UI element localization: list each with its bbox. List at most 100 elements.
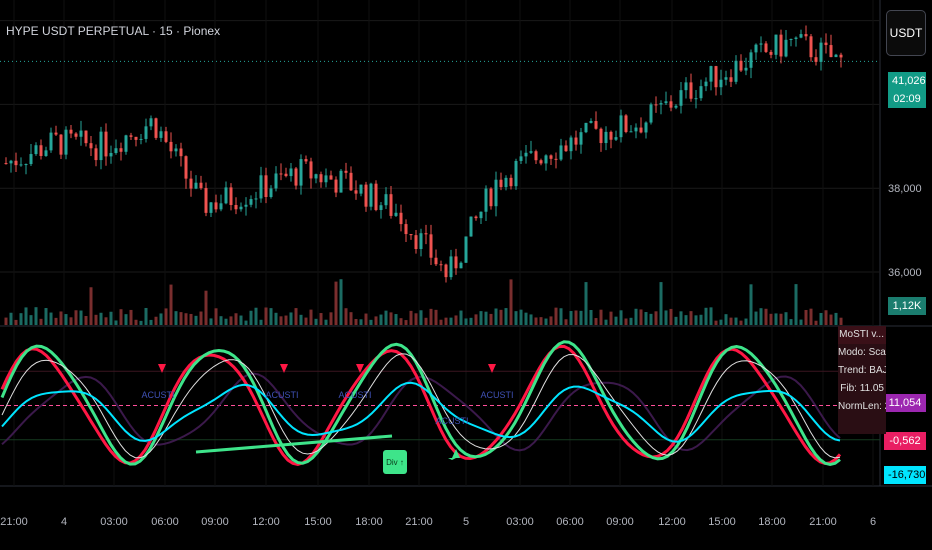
candle <box>494 179 498 207</box>
time-axis-label: 18:00 <box>758 516 786 528</box>
volume-bar <box>539 317 543 325</box>
volume-bar <box>74 310 78 325</box>
volume-bar <box>769 313 773 325</box>
volume-bar <box>179 312 183 325</box>
volume-bar <box>174 311 178 325</box>
candle <box>139 138 143 140</box>
candle <box>279 173 283 175</box>
candle <box>814 57 818 62</box>
candle <box>169 141 173 152</box>
volume-bar <box>399 318 403 325</box>
candle <box>59 134 63 155</box>
time-axis-label: 03:00 <box>100 516 128 528</box>
buy-marker <box>452 449 460 458</box>
volume-bar <box>779 313 783 325</box>
volume-bar <box>364 313 368 325</box>
candle <box>794 37 798 39</box>
volume-bar <box>79 310 83 325</box>
volume-bar <box>384 310 388 325</box>
candle <box>79 130 83 137</box>
candle <box>774 34 778 55</box>
volume-bar <box>789 319 793 325</box>
time-axis-label: 09:00 <box>201 516 229 528</box>
volume-bar <box>569 311 573 325</box>
candle <box>259 175 263 199</box>
volume-bar <box>269 308 273 325</box>
volume-bar <box>824 310 828 325</box>
candle <box>744 67 748 71</box>
candle <box>604 131 608 144</box>
candle <box>379 205 383 211</box>
volume-bar <box>334 281 338 325</box>
candle <box>349 172 353 191</box>
fast-line <box>0 340 841 467</box>
candle <box>319 174 323 183</box>
volume-bar <box>549 316 553 325</box>
volume-bar <box>599 309 603 325</box>
candle <box>224 187 228 204</box>
volume-bar <box>409 310 413 325</box>
candle <box>614 137 618 140</box>
candle <box>29 154 33 165</box>
volume-bar <box>609 311 613 325</box>
candle <box>234 204 238 210</box>
currency-button[interactable]: USDT <box>886 10 926 56</box>
candle <box>564 145 568 152</box>
volume-bar <box>139 320 143 325</box>
volume-bar <box>644 312 648 325</box>
time-axis-label: 21:00 <box>0 516 28 528</box>
volume-bar <box>559 308 563 325</box>
candle <box>629 131 633 133</box>
candle <box>574 137 578 145</box>
volume-bar <box>199 311 203 325</box>
candle <box>579 132 583 145</box>
candle <box>299 159 303 186</box>
candle <box>829 45 833 58</box>
volume-bar <box>39 318 43 325</box>
candle <box>694 98 698 100</box>
volume-bar <box>514 311 518 325</box>
candle <box>504 177 508 188</box>
candle <box>424 233 428 235</box>
candle <box>804 34 808 37</box>
volume-bar <box>809 308 813 325</box>
time-axis-label: 12:00 <box>658 516 686 528</box>
volume-bar <box>439 319 443 325</box>
volume-bar <box>659 282 663 325</box>
wave-label: ACUSTI <box>265 390 298 400</box>
volume-bar <box>379 314 383 325</box>
volume-bar <box>264 307 268 325</box>
candle <box>489 188 493 207</box>
volume-bar <box>209 318 213 325</box>
candle <box>204 188 208 213</box>
volume-bar <box>189 313 193 325</box>
volume-tag: 1,12K <box>888 297 926 315</box>
candle <box>189 178 193 189</box>
candle <box>229 187 233 205</box>
candle <box>654 104 658 106</box>
volume-bar <box>449 317 453 325</box>
volume-bar <box>554 307 558 325</box>
candle <box>199 182 203 189</box>
volume-bar <box>684 315 688 325</box>
info-row-normlen: NormLen: 20 <box>838 401 886 412</box>
candle <box>464 236 468 263</box>
candle <box>304 159 308 162</box>
candle <box>264 175 268 198</box>
volume-bar <box>104 317 108 325</box>
volume-bar <box>319 313 323 325</box>
sell-marker <box>356 364 364 373</box>
candle <box>274 173 278 189</box>
time-axis-label: 15:00 <box>708 516 736 528</box>
candle <box>49 132 53 151</box>
candle <box>599 128 603 144</box>
time-axis-label: 06:00 <box>151 516 179 528</box>
volume-bar <box>329 312 333 325</box>
candle <box>24 164 28 166</box>
candle <box>634 127 638 132</box>
sell-marker <box>488 364 496 373</box>
candle <box>834 54 838 58</box>
indicator-value-3: -16,730 <box>884 466 926 484</box>
candle <box>284 173 288 177</box>
